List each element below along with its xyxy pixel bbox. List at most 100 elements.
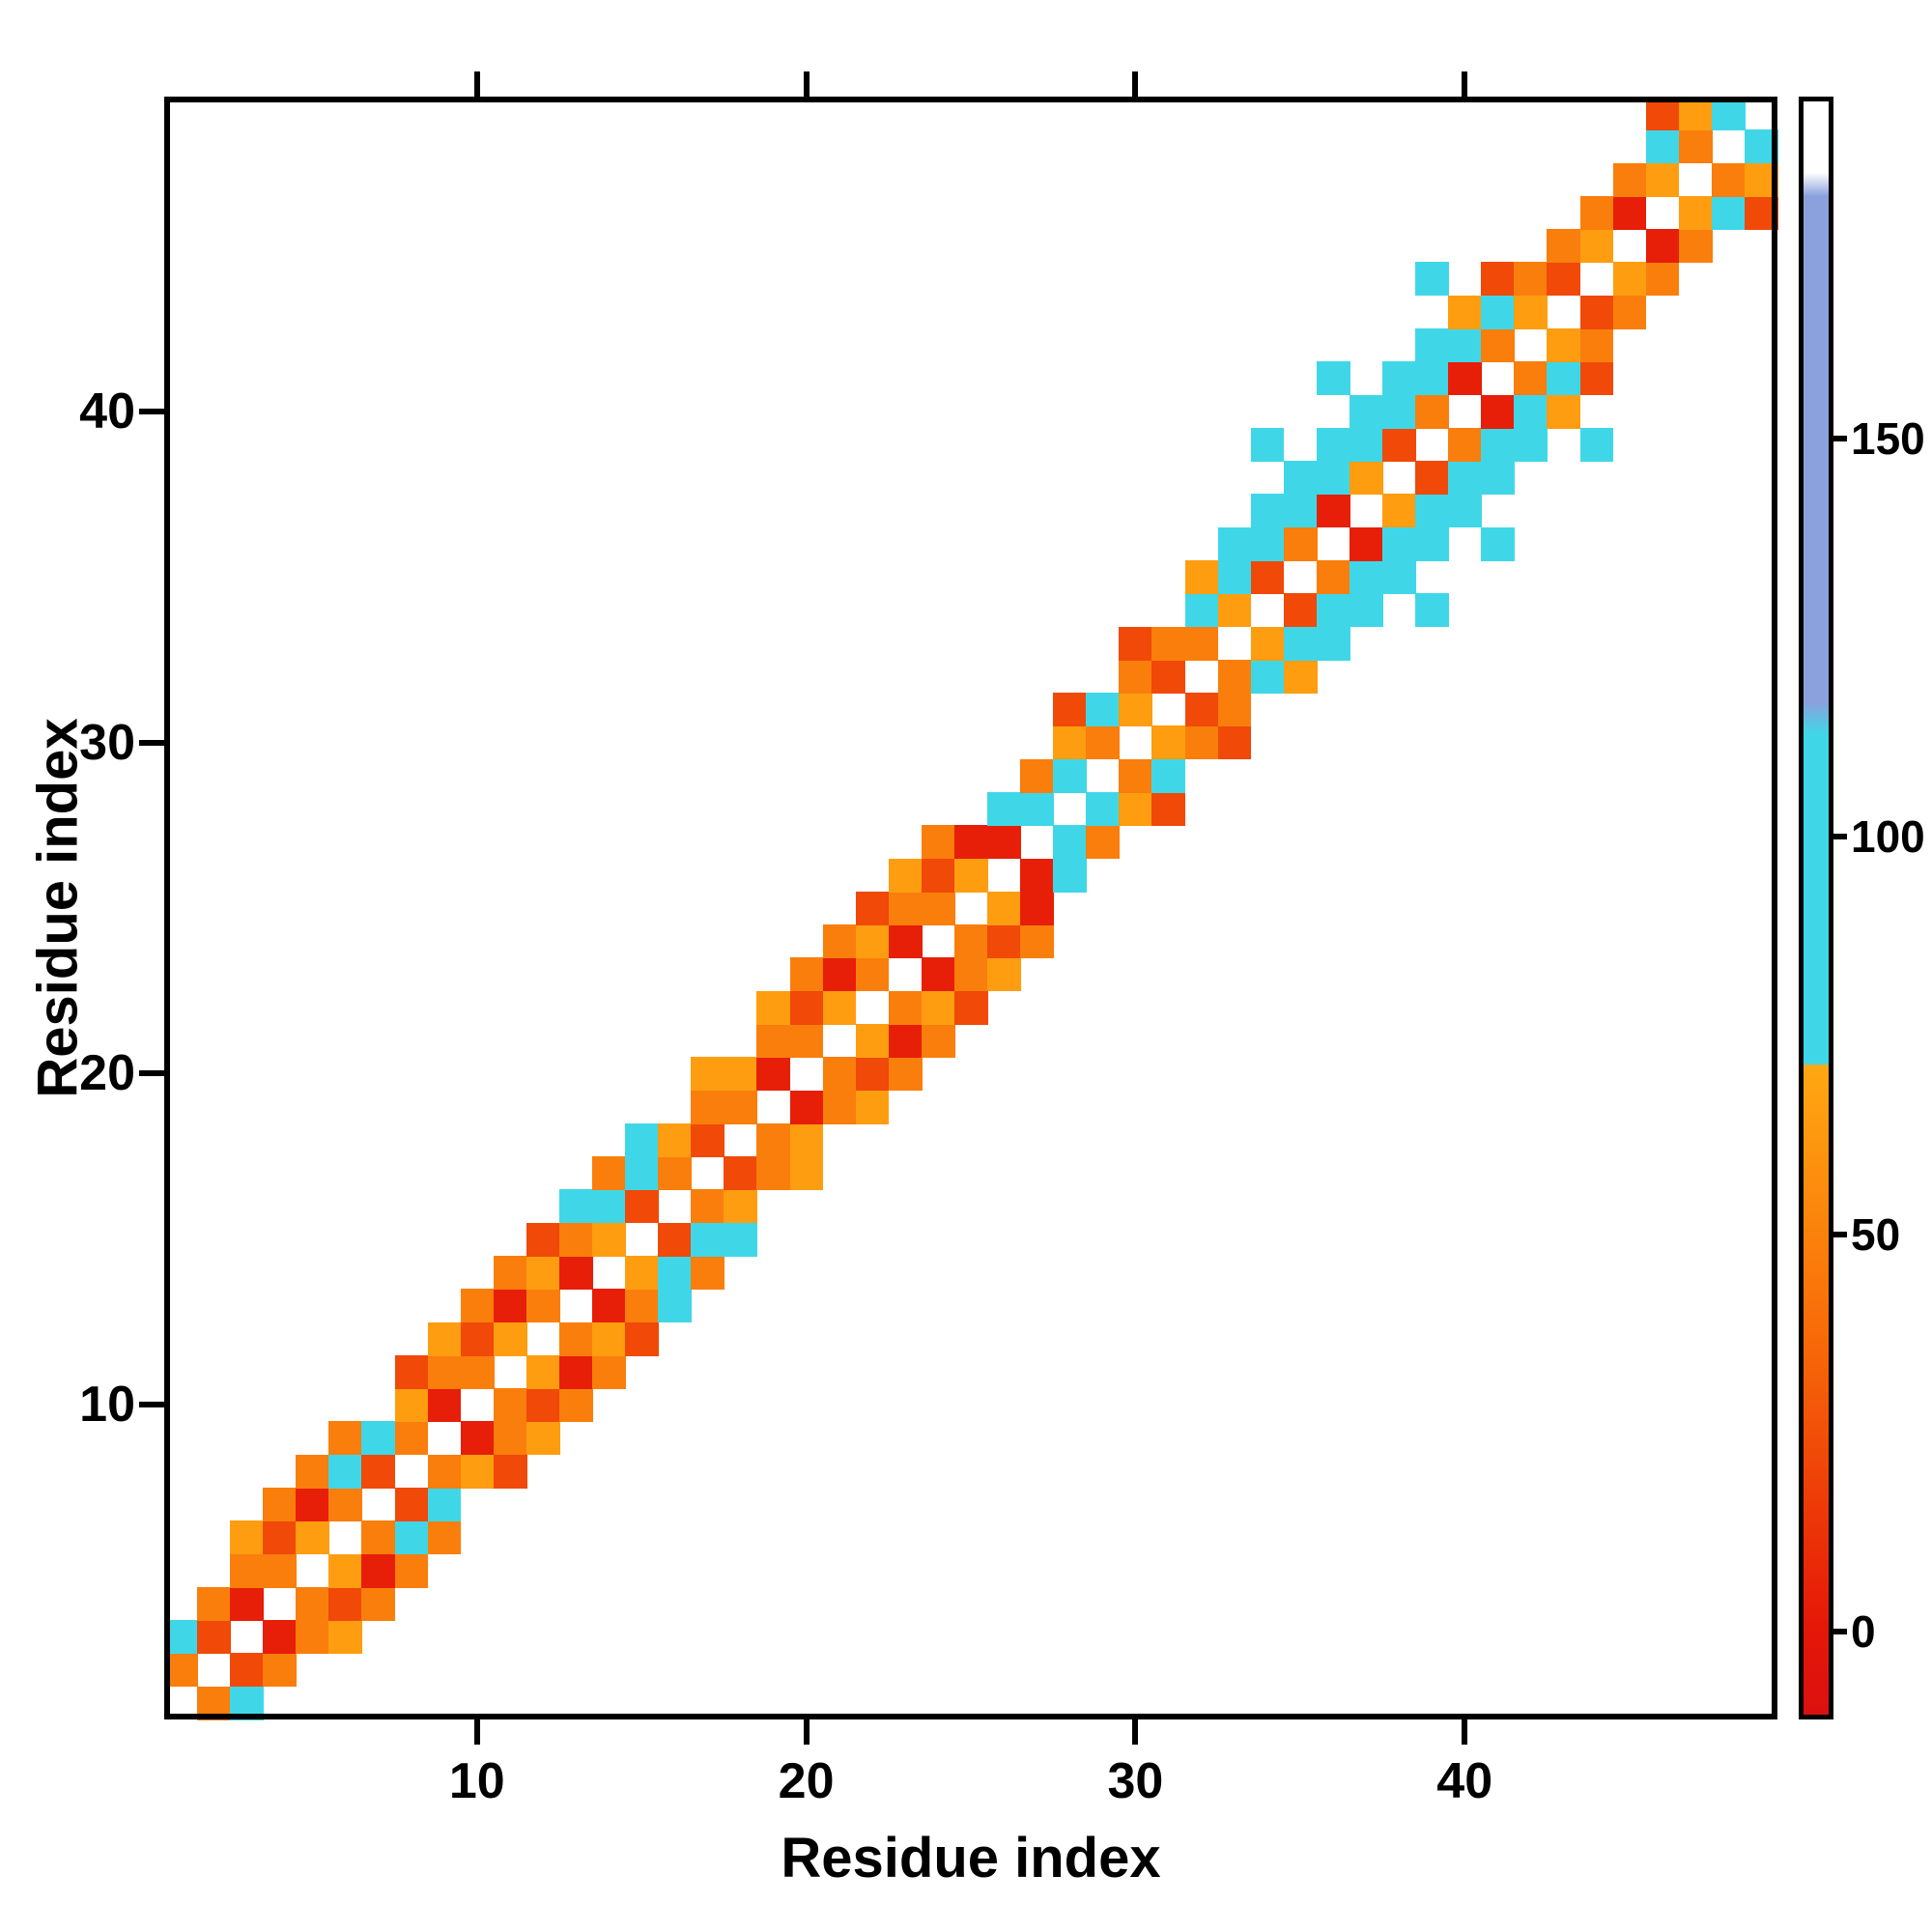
heatmap-cell [1053,758,1087,793]
heatmap-cell [427,1488,462,1521]
heatmap-cell [1151,758,1186,793]
heatmap-cell [987,792,1021,826]
heatmap-cell [691,1090,725,1124]
heatmap-cell [1612,262,1647,297]
heatmap-cell [460,1421,495,1456]
heatmap-cell [1349,461,1383,496]
heatmap-cell [526,1354,560,1389]
heatmap-cell [558,1388,593,1423]
heatmap-cell [789,1024,824,1058]
heatmap-cell [658,1122,692,1157]
x-axis-title: Residue index [781,1827,1161,1889]
heatmap-cell [921,990,955,1025]
heatmap-cell [1579,361,1614,396]
heatmap-cell [822,1090,857,1124]
heatmap-cell [427,1454,462,1489]
heatmap-cell [1579,295,1614,329]
heatmap-cell [230,1686,264,1720]
colorbar [1799,97,1833,1719]
heatmap-cells [164,97,1778,1720]
heatmap-cell [1184,593,1219,628]
colorbar-tick-label: 150 [1851,413,1925,465]
y-tick-mark [139,1070,164,1077]
heatmap-cell [888,990,923,1025]
heatmap-cell [1086,792,1121,826]
heatmap-cell [724,1156,758,1191]
heatmap-cell [1020,891,1054,925]
heatmap-cell [1514,427,1548,462]
heatmap-cell [1349,427,1383,462]
heatmap-cell [328,1454,363,1489]
heatmap-cell [493,1388,527,1423]
heatmap-cell [1382,361,1416,396]
heatmap-cell [1250,626,1285,661]
heatmap-cell [1481,427,1516,462]
heatmap-cell [756,1057,791,1092]
colorbar-tick-mark [1833,436,1847,442]
heatmap-cell [1415,262,1449,297]
heatmap-cell [1744,162,1778,197]
heatmap-cell [592,1189,626,1224]
heatmap-cell [1151,792,1186,826]
heatmap-cell [1547,361,1581,396]
x-tick-label: 10 [448,1753,505,1809]
heatmap-cell [888,891,923,925]
heatmap-cell [724,1222,758,1257]
heatmap-cell [987,891,1021,925]
heatmap-cell [987,957,1021,992]
x-tick-mark [1132,1719,1139,1745]
heatmap-cell [558,1321,593,1356]
heatmap-cell [1283,494,1318,528]
heatmap-cell [658,1289,692,1323]
heatmap-cell [1514,262,1548,297]
x-tick-mark-top [1462,71,1468,97]
heatmap-cell [1119,659,1153,694]
heatmap-cell [493,1421,527,1456]
heatmap-cell [1579,229,1614,264]
colorbar-tick-label: 50 [1851,1208,1901,1260]
heatmap-cell [691,1122,725,1157]
heatmap-cell [953,990,988,1025]
heatmap-cell [1184,693,1219,727]
heatmap-cell [526,1222,560,1257]
heatmap-cell [328,1488,363,1521]
heatmap-cell [1415,526,1449,561]
heatmap-cell [1415,494,1449,528]
heatmap-cell [625,1122,659,1157]
heatmap-cell [1151,659,1186,694]
heatmap-cell [460,1289,495,1323]
heatmap-cell [230,1586,264,1621]
heatmap-cell [921,825,955,860]
heatmap-cell [1448,461,1482,496]
heatmap-cell [1283,659,1318,694]
heatmap-cell [625,1321,659,1356]
heatmap-cell [789,1156,824,1191]
heatmap-cell [1579,328,1614,362]
heatmap-cell [460,1454,495,1489]
heatmap-cell [1415,328,1449,362]
x-tick-label: 40 [1436,1753,1493,1809]
heatmap-cell [1645,262,1680,297]
heatmap-cell [855,957,890,992]
heatmap-cell [558,1222,593,1257]
heatmap-cell [1217,593,1252,628]
heatmap-cell [1250,526,1285,561]
heatmap-cell [558,1354,593,1389]
heatmap-cell [394,1553,429,1588]
y-tick-mark [139,408,164,414]
heatmap-cell [855,1024,890,1058]
heatmap-cell [1086,725,1121,760]
heatmap-cell [263,1488,298,1521]
heatmap-cell [1316,427,1350,462]
heatmap-cell [1217,693,1252,727]
heatmap-cell [1415,361,1449,396]
heatmap-cell [493,1256,527,1290]
heatmap-cell [756,1156,791,1191]
heatmap-cell [328,1620,363,1655]
heatmap-cell [427,1520,462,1555]
heatmap-cell [1448,328,1482,362]
heatmap-cell [789,1122,824,1157]
heatmap-cell [1678,195,1713,230]
heatmap-cell [1119,626,1153,661]
